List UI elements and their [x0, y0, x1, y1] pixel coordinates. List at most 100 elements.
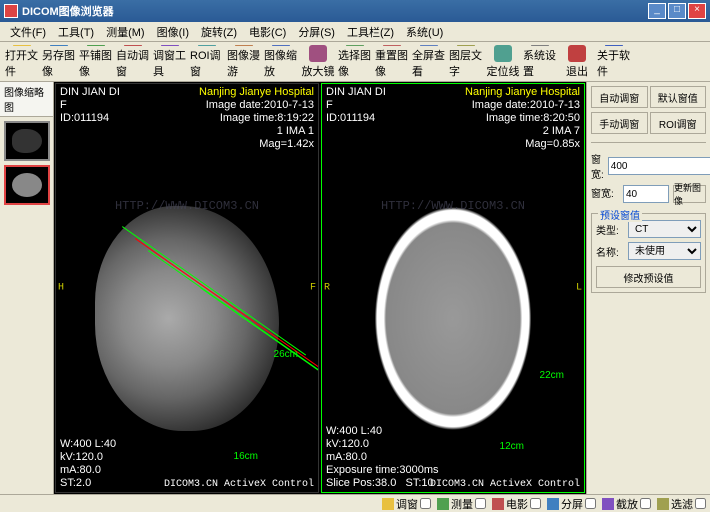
toolbar-icon	[531, 45, 549, 46]
status-icon	[547, 498, 559, 510]
title-bar: DICOM图像浏览器 _ □ ×	[0, 0, 710, 22]
toolbar: 打开文件另存图像平铺图像自动调窗调窗工具ROI调窗图像漫游图像缩放放大镜选择图像…	[0, 42, 710, 82]
toolbar-label: ROI调窗	[190, 47, 224, 79]
thumbnail-tab[interactable]: 图像缩略图	[0, 82, 53, 117]
toolbar-label: 自动调窗	[116, 47, 150, 79]
overlay-tech: W:400 L:40 kV:120.0 mA:80.0 ST:2.0	[60, 438, 116, 490]
view-left[interactable]: DIN JIAN DI F ID:011194 Nanjing Jianye H…	[55, 83, 319, 493]
toolbar-label: 选择图像	[338, 47, 372, 79]
status-checkbox[interactable]	[585, 498, 596, 509]
ruler-horizontal: 12cm	[500, 441, 524, 452]
status-item[interactable]: 截放	[602, 496, 651, 512]
minimize-button[interactable]: _	[648, 3, 666, 19]
toolbar-button[interactable]: 选择图像	[337, 44, 373, 80]
toolbar-button[interactable]: 系统设置	[522, 44, 558, 80]
thumbnail-2[interactable]	[4, 165, 50, 205]
menu-item[interactable]: 测量(M)	[100, 22, 151, 42]
status-checkbox[interactable]	[695, 498, 706, 509]
overlay-control: DICOM3.CN ActiveX Control	[430, 479, 580, 490]
toolbar-label: 定位线	[487, 63, 520, 79]
status-icon	[657, 498, 669, 510]
status-checkbox[interactable]	[475, 498, 486, 509]
toolbar-button[interactable]: 定位线	[485, 44, 521, 80]
status-item[interactable]: 选滤	[657, 496, 706, 512]
toolbar-button[interactable]: 图层文字	[448, 44, 484, 80]
roi-window-button[interactable]: ROI调窗	[650, 112, 707, 134]
toolbar-button[interactable]: 自动调窗	[115, 44, 151, 80]
status-item[interactable]: 分屏	[547, 496, 596, 512]
thumbnail-1[interactable]	[4, 121, 50, 161]
app-icon	[4, 4, 18, 18]
toolbar-button[interactable]: 图像漫游	[226, 44, 262, 80]
menu-item[interactable]: 工具(T)	[52, 22, 100, 42]
toolbar-button[interactable]: 全屏查看	[411, 44, 447, 80]
status-bar: 调窗 测量电影分屏截放选滤	[0, 494, 710, 512]
toolbar-icon	[494, 45, 512, 62]
side-marker-left: H	[58, 283, 64, 294]
toolbar-button[interactable]: 调窗工具	[152, 44, 188, 80]
menu-item[interactable]: 旋转(Z)	[195, 22, 243, 42]
toolbar-icon	[605, 45, 623, 46]
status-checkbox[interactable]	[420, 498, 431, 509]
window-level-input[interactable]	[623, 185, 669, 203]
manual-window-button[interactable]: 手动调窗	[591, 112, 648, 134]
toolbar-button[interactable]: 退出	[559, 44, 595, 80]
axial-image	[374, 206, 531, 430]
toolbar-icon	[383, 45, 401, 46]
modify-preset-button[interactable]: 修改预设值	[596, 266, 701, 288]
maximize-button[interactable]: □	[668, 3, 686, 19]
ruler-vertical: 26cm	[274, 349, 298, 360]
toolbar-icon	[346, 45, 364, 46]
auto-window-button[interactable]: 自动调窗	[591, 86, 648, 108]
menu-bar: 文件(F)工具(T)测量(M)图像(I)旋转(Z)电影(C)分屏(S)工具栏(Z…	[0, 22, 710, 42]
status-item[interactable]: 测量	[437, 496, 486, 512]
close-button[interactable]: ×	[688, 3, 706, 19]
side-marker-right: F	[310, 283, 316, 294]
toolbar-label: 另存图像	[42, 47, 76, 79]
menu-item[interactable]: 图像(I)	[151, 22, 195, 42]
toolbar-button[interactable]: 重置图像	[374, 44, 410, 80]
toolbar-button[interactable]: 另存图像	[41, 44, 77, 80]
toolbar-icon	[13, 45, 31, 46]
toolbar-label: 平铺图像	[79, 47, 113, 79]
menu-item[interactable]: 工具栏(Z)	[341, 22, 400, 42]
window-title: DICOM图像浏览器	[22, 3, 648, 19]
name-label: 名称:	[596, 244, 624, 259]
toolbar-button[interactable]: 关于软件	[596, 44, 632, 80]
toolbar-button[interactable]: 放大镜	[300, 44, 336, 80]
toolbar-button[interactable]: ROI调窗	[189, 44, 225, 80]
menu-item[interactable]: 分屏(S)	[292, 22, 341, 42]
thumbnail-panel: 图像缩略图	[0, 82, 54, 494]
preset-type-select[interactable]: CT	[628, 220, 701, 238]
update-image-button[interactable]: 更新图像	[673, 185, 706, 203]
toolbar-icon	[457, 45, 475, 46]
control-panel: 自动调窗 默认窗值 手动调窗 ROI调窗 窗宽: 窗宽: 更新图像 预设窗值 类…	[586, 82, 710, 494]
menu-item[interactable]: 电影(C)	[243, 22, 292, 42]
toolbar-icon	[124, 45, 142, 46]
wl-label: 窗宽:	[591, 185, 619, 200]
ruler-vertical: 22cm	[540, 370, 564, 381]
default-window-button[interactable]: 默认窗值	[650, 86, 707, 108]
menu-item[interactable]: 文件(F)	[4, 22, 52, 42]
toolbar-icon	[235, 45, 253, 46]
status-checkbox[interactable]	[640, 498, 651, 509]
toolbar-button[interactable]: 图像缩放	[263, 44, 299, 80]
toolbar-button[interactable]: 打开文件	[4, 44, 40, 80]
ww-label: 窗宽:	[591, 151, 604, 181]
toolbar-icon	[161, 45, 179, 46]
status-icon	[437, 498, 449, 510]
status-checkbox[interactable]	[530, 498, 541, 509]
status-item[interactable]: 电影	[492, 496, 541, 512]
toolbar-button[interactable]: 平铺图像	[78, 44, 114, 80]
window-width-input[interactable]	[608, 157, 710, 175]
overlay-hospital: Nanjing Jianye Hospital Image date:2010-…	[465, 86, 580, 151]
preset-name-select[interactable]: 未使用	[628, 242, 701, 260]
menu-item[interactable]: 系统(U)	[400, 22, 449, 42]
side-marker-right: L	[576, 283, 582, 294]
status-label: 调窗	[396, 496, 418, 512]
overlay-patient: DIN JIAN DI F ID:011194	[326, 86, 386, 125]
view-right[interactable]: DIN JIAN DI F ID:011194 Nanjing Jianye H…	[321, 83, 585, 493]
status-item[interactable]: 调窗	[382, 496, 431, 512]
toolbar-label: 放大镜	[302, 63, 335, 79]
toolbar-label: 重置图像	[375, 47, 409, 79]
